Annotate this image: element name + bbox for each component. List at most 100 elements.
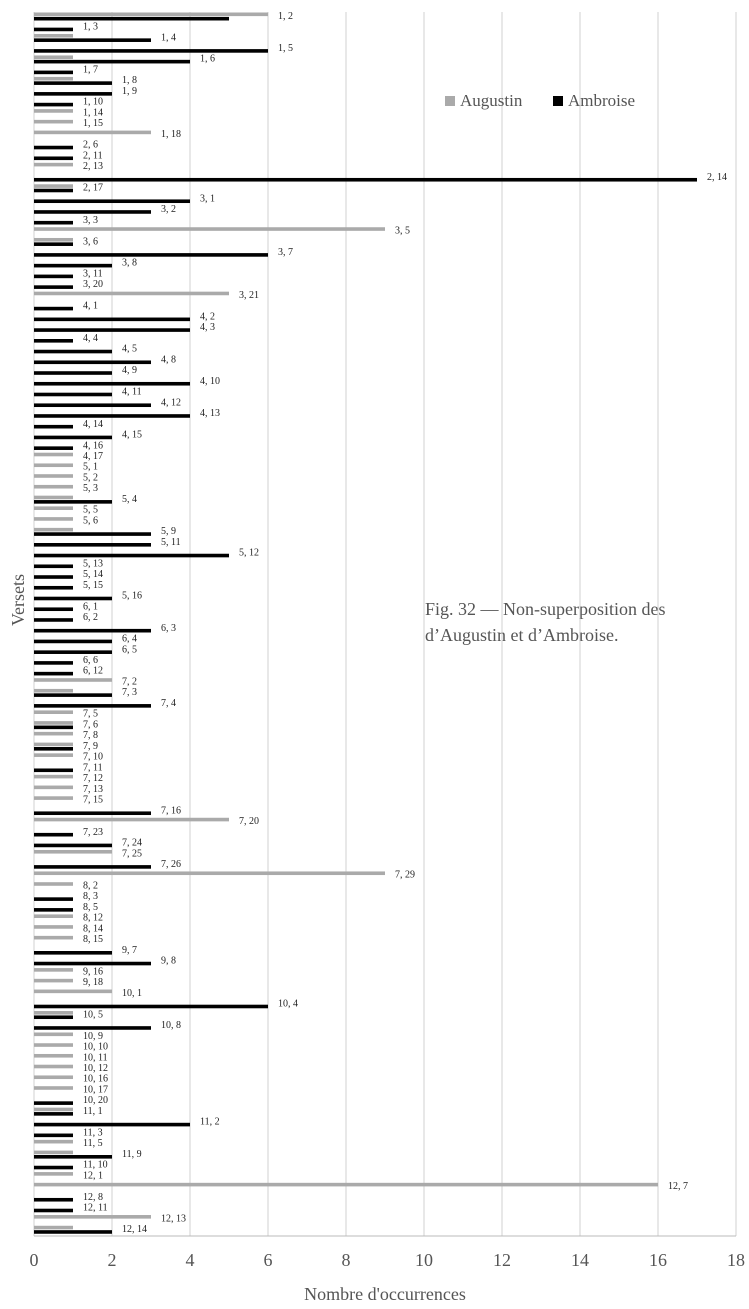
data-label: 7, 2 [122,676,137,687]
bar [34,484,73,489]
data-label: 12, 7 [668,1181,688,1192]
data-label: 2, 14 [707,172,727,183]
bar [34,403,151,408]
bar [34,564,73,569]
bar [34,1026,151,1030]
data-label: 7, 3 [122,687,137,698]
bar [34,446,73,450]
bar [34,517,73,521]
bar [34,506,73,510]
bar [34,871,385,876]
x-tick-label: 6 [264,1250,273,1270]
data-label: 1, 6 [200,54,215,65]
bar [34,1197,73,1202]
data-label: 4, 17 [83,451,103,462]
bar [34,210,151,214]
data-label: 7, 13 [83,784,103,795]
bar [34,811,151,816]
data-label: 1, 2 [278,11,293,22]
x-tick-label: 14 [571,1250,589,1270]
data-label: 7, 24 [122,838,142,849]
bar [34,371,112,375]
data-label: 3, 1 [200,193,215,204]
bar [34,381,190,386]
bar [34,575,73,579]
data-label: 4, 13 [200,408,220,419]
data-label: 7, 8 [83,730,98,741]
data-label: 3, 8 [122,258,137,269]
data-label: 11, 1 [83,1106,103,1117]
data-label: 11, 5 [83,1138,103,1149]
bar [34,742,73,747]
bar [34,500,112,504]
data-label: 5, 3 [83,483,98,494]
bar [34,1172,73,1176]
data-label: 5, 12 [239,548,259,559]
bar [34,650,112,654]
bar [34,339,73,343]
bar [34,704,151,708]
bar [34,1208,73,1213]
data-label: 3, 2 [161,204,176,215]
bar [34,291,229,296]
data-label: 7, 4 [161,698,176,709]
data-label: 4, 15 [122,430,142,441]
data-label: 7, 20 [239,816,259,827]
data-label: 5, 2 [83,472,98,483]
bar [34,92,112,96]
bar [34,33,73,38]
bar [34,596,112,601]
bar [34,543,151,547]
data-label: 5, 11 [161,537,181,548]
x-tick-label: 10 [415,1250,433,1270]
data-label: 6, 12 [83,666,103,677]
bar [34,59,190,64]
bar [34,688,73,693]
bar [34,843,112,848]
data-label: 1, 9 [122,86,137,97]
legend-swatch [553,96,563,106]
bar [34,661,73,665]
bar [34,753,73,757]
x-tick-label: 8 [342,1250,351,1270]
x-tick-label: 4 [186,1250,195,1270]
bar [34,774,73,779]
bar [34,414,190,418]
bar [34,817,229,822]
data-label: 10, 9 [83,1031,103,1042]
bar [34,1150,73,1155]
data-label: 4, 10 [200,376,220,387]
data-label: 5, 9 [161,526,176,537]
data-label: 5, 5 [83,505,98,516]
legend-label: Ambroise [568,91,635,110]
data-label: 8, 2 [83,880,98,891]
bar [34,1086,73,1090]
bar [34,897,73,901]
bar [34,731,73,736]
data-label: 7, 6 [83,719,98,730]
bar [34,1133,73,1138]
data-label: 9, 8 [161,956,176,967]
bar [34,628,151,633]
bar [34,1155,112,1159]
bar [34,1225,73,1230]
data-label: 10, 8 [161,1020,181,1031]
bar [34,102,73,107]
data-label: 3, 7 [278,247,293,258]
x-tick-label: 0 [30,1250,39,1270]
data-label: 1, 5 [278,43,293,54]
bar [34,55,73,60]
data-label: 4, 5 [122,344,137,355]
data-label: 10, 11 [83,1052,108,1063]
data-label: 10, 4 [278,999,298,1010]
data-label: 6, 1 [83,601,98,612]
bar [34,1011,73,1015]
data-label: 7, 29 [395,870,415,881]
bar [34,16,229,21]
data-label: 10, 10 [83,1042,108,1053]
x-tick-label: 16 [649,1250,667,1270]
data-label: 5, 1 [83,462,98,473]
bar [34,1107,73,1112]
bar [34,227,385,231]
